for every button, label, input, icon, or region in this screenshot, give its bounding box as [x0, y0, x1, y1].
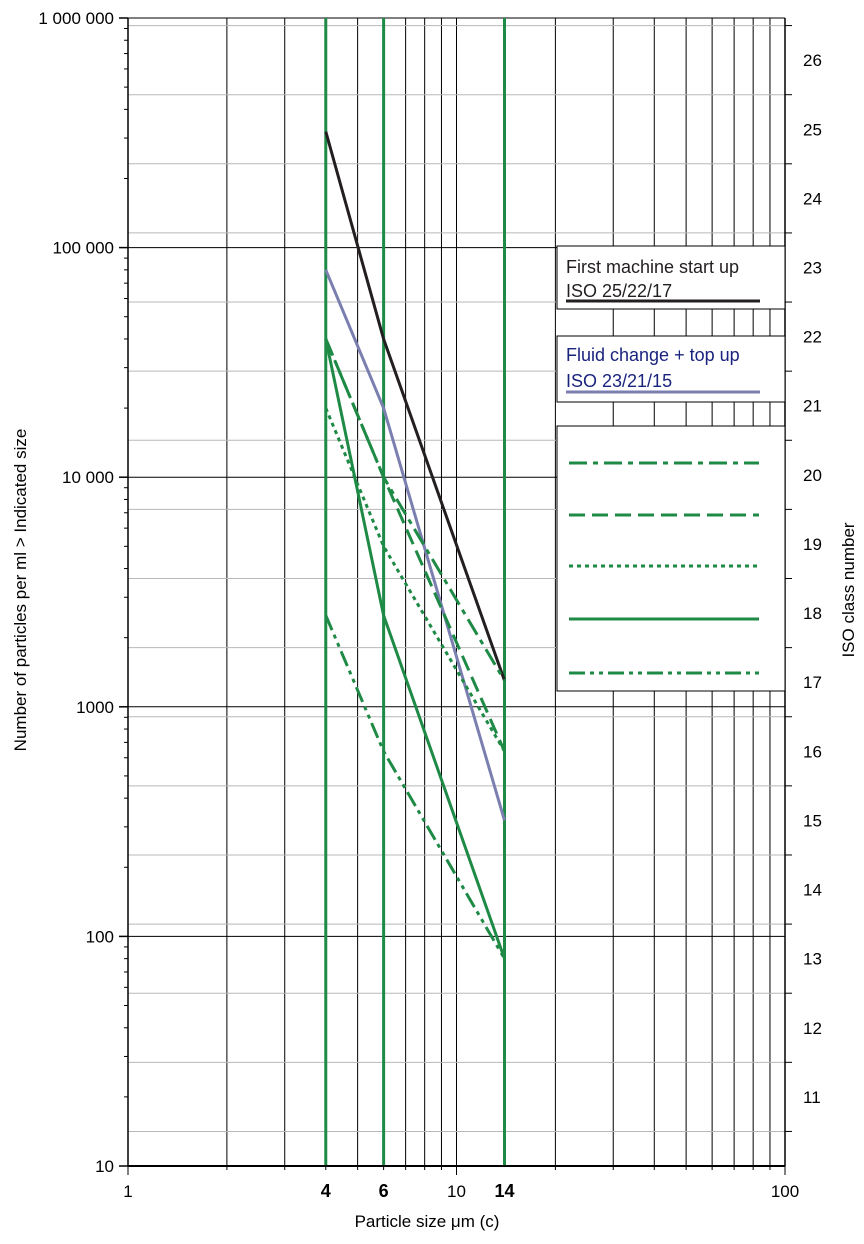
iso-class-label: 22 — [803, 328, 822, 347]
data-series — [324, 131, 506, 960]
x-tick-label: 100 — [771, 1182, 799, 1201]
iso-class-label: 12 — [803, 1019, 822, 1038]
legend-box-3 — [556, 425, 786, 692]
legend-box-1-subtitle: ISO 25/22/17 — [566, 281, 672, 301]
iso-class-label: 15 — [803, 811, 822, 830]
y-tick-label: 10 000 — [62, 468, 114, 487]
iso-class-label: 20 — [803, 466, 822, 485]
iso-class-label: 21 — [803, 397, 822, 416]
x-tick-label: 10 — [447, 1182, 466, 1201]
legend-box-2-title: Fluid change + top up — [566, 345, 740, 365]
axes — [119, 17, 792, 1175]
x-tick-label: 6 — [379, 1181, 389, 1201]
y-tick-label: 100 — [86, 927, 114, 946]
y-tick-label: 1000 — [76, 698, 114, 717]
x-axis-label: Particle size μm (c) — [355, 1212, 500, 1231]
legend-box-1 — [556, 245, 786, 310]
series-line-7 — [324, 614, 506, 960]
series-line-2 — [324, 269, 506, 821]
iso-class-label: 24 — [803, 189, 822, 208]
iso-class-label: 11 — [803, 1088, 821, 1107]
iso-class-label: 26 — [803, 51, 822, 70]
y-tick-label: 100 000 — [53, 239, 114, 258]
series-line-4 — [324, 338, 506, 752]
iso-class-label: 23 — [803, 258, 822, 277]
y-tick-label: 10 — [95, 1157, 114, 1176]
highlight-size-lines — [324, 18, 507, 1166]
series-line-5 — [324, 407, 506, 753]
iso-class-label: 18 — [803, 604, 822, 623]
iso-class-label: 13 — [803, 950, 822, 969]
y2-axis-label: ISO class number — [839, 522, 858, 657]
series-line-1 — [324, 131, 506, 682]
y-axis-label: Number of particles per ml > Indicated s… — [11, 429, 30, 752]
x-tick-label: 14 — [494, 1181, 514, 1201]
iso-class-label: 14 — [803, 881, 822, 900]
legend-box-2-subtitle: ISO 23/21/15 — [566, 371, 672, 391]
iso-class-label: 17 — [803, 673, 822, 692]
iso-class-label: 19 — [803, 535, 822, 554]
legend-box-1-title: First machine start up — [566, 257, 739, 277]
y-tick-label: 1 000 000 — [38, 9, 114, 28]
x-tick-label: 1 — [123, 1182, 132, 1201]
x-tick-label: 4 — [321, 1181, 331, 1201]
legend: First machine start up ISO 25/22/17 Fluid … — [556, 245, 786, 692]
iso-class-label: 16 — [803, 742, 822, 761]
iso-class-label: 25 — [803, 120, 822, 139]
series-line-6 — [324, 338, 506, 960]
